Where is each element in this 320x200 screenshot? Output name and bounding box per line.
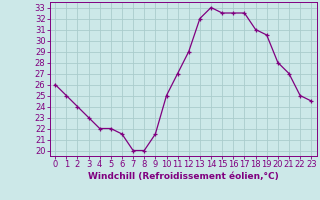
X-axis label: Windchill (Refroidissement éolien,°C): Windchill (Refroidissement éolien,°C) — [88, 172, 279, 181]
